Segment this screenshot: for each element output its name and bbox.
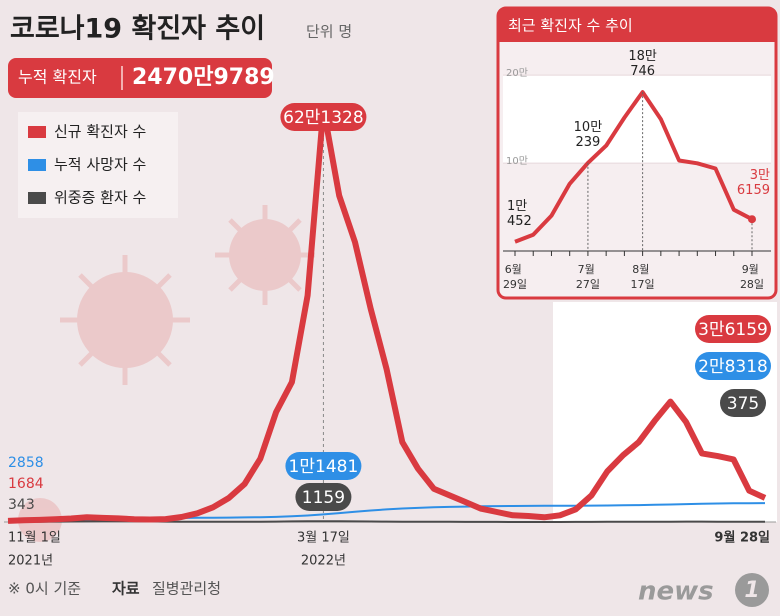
x-tick-label: 3월 17일 xyxy=(297,531,350,546)
start-value-label: 2858 xyxy=(8,455,44,471)
logo-number: 1 xyxy=(744,578,759,603)
value-label: 1만1481 xyxy=(289,457,359,477)
value-pill xyxy=(280,103,367,131)
logo-text: news xyxy=(638,577,714,607)
value-pill xyxy=(720,389,766,417)
cumulative-box xyxy=(8,58,272,98)
start-value-label: 1684 xyxy=(8,476,44,492)
source-label: 자료 xyxy=(112,580,140,598)
value-pill xyxy=(295,483,352,511)
value-label: 3만6159 xyxy=(698,320,768,340)
legend-label: 위중증 환자 수 xyxy=(54,189,146,207)
legend-label: 누적 사망자 수 xyxy=(54,156,146,174)
value-label: 1159 xyxy=(302,488,345,508)
value-pill xyxy=(285,452,362,480)
value-pill xyxy=(695,315,771,343)
end-point xyxy=(748,215,756,224)
legend-label: 신규 확진자 수 xyxy=(54,123,146,141)
grid-band xyxy=(503,75,771,164)
cumulative-label: 누적 확진자 xyxy=(18,68,97,87)
x-tick-label: 7월 27일 xyxy=(576,263,600,291)
x-tick-label: 6월 29일 xyxy=(503,263,527,291)
value-label: 375 xyxy=(727,394,759,414)
legend-swatch xyxy=(28,126,46,138)
virus-decoration xyxy=(18,205,315,542)
inset-title: 최근 확진자 수 추이 xyxy=(508,17,633,35)
x-year-label: 2021년 xyxy=(8,554,53,569)
value-label: 1만 452 xyxy=(507,198,532,228)
y-tick-label: 20만 xyxy=(506,67,528,79)
legend-swatch xyxy=(28,159,46,171)
series-line xyxy=(7,105,767,524)
x-year-label: 2022년 xyxy=(301,554,346,569)
series-line xyxy=(514,90,753,244)
title: 코로나19 확진자 추이 xyxy=(10,14,265,45)
footer-note: ※ 0시 기준 xyxy=(8,580,81,598)
value-label: 10만 239 xyxy=(574,119,603,149)
logo-circle xyxy=(735,573,769,607)
value-label: 18만 746 xyxy=(628,49,657,79)
y-tick-label: 10만 xyxy=(506,155,528,167)
source: 질병관리청 xyxy=(152,580,221,598)
inset-header xyxy=(498,8,776,42)
unit: 단위 명 xyxy=(306,23,352,41)
value-label: 2만8318 xyxy=(698,357,768,377)
x-tick-label: 8월 17일 xyxy=(631,263,655,291)
x-tick-label: 11월 1일 xyxy=(8,531,61,546)
x-tick-label: 9월 28일 xyxy=(740,263,764,291)
x-tick-label: 9월 28일 xyxy=(714,530,770,546)
cumulative-value: 2470만9789 xyxy=(132,65,275,90)
start-value-label: 343 xyxy=(8,497,35,513)
value-pill xyxy=(695,352,771,380)
legend-swatch xyxy=(28,192,46,204)
value-label: 62만1328 xyxy=(283,108,364,128)
